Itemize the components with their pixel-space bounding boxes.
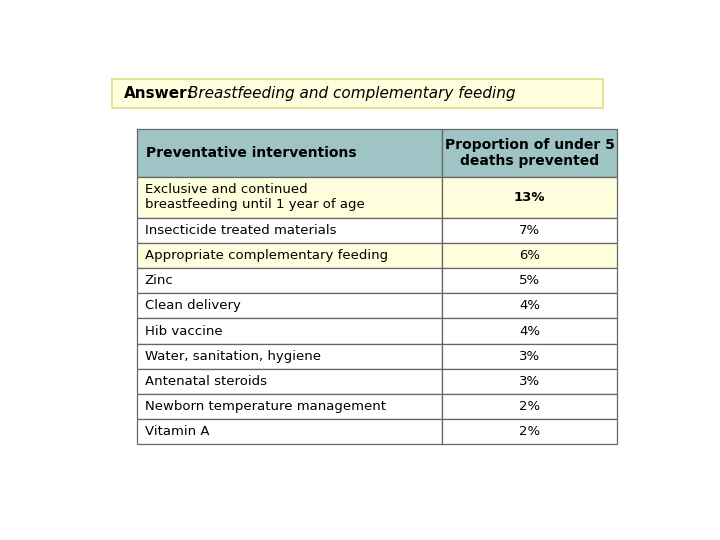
- Bar: [442, 319, 617, 343]
- Bar: [138, 293, 442, 319]
- Bar: [138, 419, 442, 444]
- Bar: [112, 78, 603, 109]
- Text: Breastfeeding and complementary feeding: Breastfeeding and complementary feeding: [183, 86, 516, 101]
- Text: Exclusive and continued
breastfeeding until 1 year of age: Exclusive and continued breastfeeding un…: [145, 184, 364, 212]
- Text: Clean delivery: Clean delivery: [145, 299, 240, 312]
- Bar: [138, 343, 442, 369]
- Text: 7%: 7%: [519, 224, 540, 237]
- Bar: [442, 369, 617, 394]
- Text: 5%: 5%: [519, 274, 540, 287]
- Bar: [138, 129, 442, 177]
- Bar: [442, 129, 617, 177]
- Text: Proportion of under 5
deaths prevented: Proportion of under 5 deaths prevented: [445, 138, 615, 168]
- Bar: [442, 343, 617, 369]
- Text: Appropriate complementary feeding: Appropriate complementary feeding: [145, 249, 388, 262]
- Bar: [442, 293, 617, 319]
- Bar: [442, 419, 617, 444]
- Bar: [138, 218, 442, 243]
- Text: 6%: 6%: [519, 249, 540, 262]
- Text: 13%: 13%: [514, 191, 546, 204]
- Text: Answer:: Answer:: [124, 86, 194, 101]
- Bar: [138, 268, 442, 293]
- Text: 3%: 3%: [519, 350, 540, 363]
- Text: Insecticide treated materials: Insecticide treated materials: [145, 224, 336, 237]
- Text: Water, sanitation, hygiene: Water, sanitation, hygiene: [145, 350, 320, 363]
- Bar: [442, 268, 617, 293]
- Bar: [138, 243, 442, 268]
- Text: 4%: 4%: [519, 325, 540, 338]
- Text: 4%: 4%: [519, 299, 540, 312]
- Bar: [138, 319, 442, 343]
- Text: Vitamin A: Vitamin A: [145, 425, 210, 438]
- Text: Antenatal steroids: Antenatal steroids: [145, 375, 266, 388]
- Bar: [138, 177, 442, 218]
- Bar: [442, 243, 617, 268]
- Bar: [442, 177, 617, 218]
- Text: 3%: 3%: [519, 375, 540, 388]
- Text: Zinc: Zinc: [145, 274, 174, 287]
- Bar: [442, 218, 617, 243]
- Text: 2%: 2%: [519, 425, 540, 438]
- Bar: [138, 369, 442, 394]
- Bar: [138, 394, 442, 419]
- Text: Newborn temperature management: Newborn temperature management: [145, 400, 386, 413]
- Text: 2%: 2%: [519, 400, 540, 413]
- Bar: [442, 394, 617, 419]
- Text: Preventative interventions: Preventative interventions: [145, 146, 356, 160]
- Text: Hib vaccine: Hib vaccine: [145, 325, 222, 338]
